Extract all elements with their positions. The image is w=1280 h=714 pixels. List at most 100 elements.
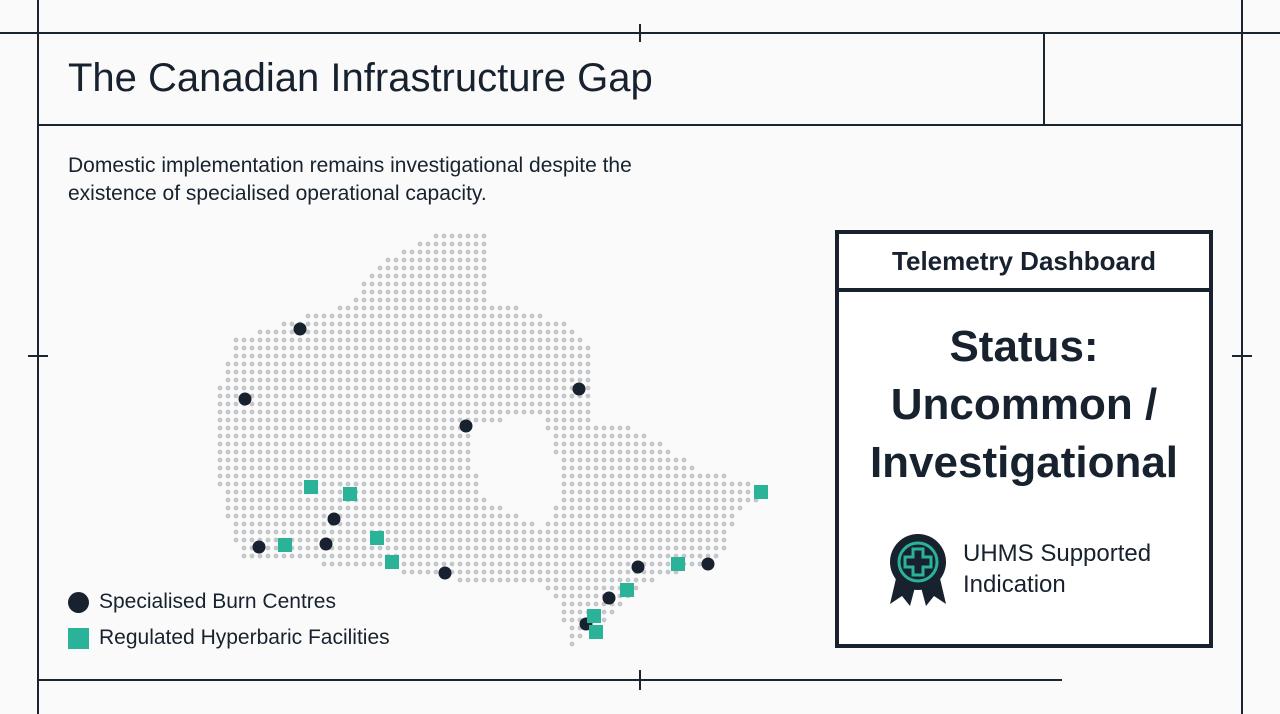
map-dot (593, 473, 599, 479)
map-dot (377, 393, 383, 399)
map-dot (257, 393, 263, 399)
map-dot (361, 489, 367, 495)
map-dot (369, 281, 375, 287)
map-dot (417, 241, 423, 247)
map-dot (513, 521, 519, 527)
map-dot (497, 569, 503, 575)
map-dot (585, 457, 591, 463)
map-dot (713, 529, 719, 535)
map-dot (377, 481, 383, 487)
map-dot (425, 281, 431, 287)
map-dot (713, 505, 719, 511)
map-dot (481, 401, 487, 407)
map-dot (617, 425, 623, 431)
map-dot (345, 329, 351, 335)
map-dot (521, 577, 527, 583)
map-dot (689, 537, 695, 543)
map-dot (601, 449, 607, 455)
map-dot (425, 449, 431, 455)
map-dot (225, 417, 231, 423)
map-dot (417, 385, 423, 391)
map-dot (473, 473, 479, 479)
map-dot (457, 441, 463, 447)
map-dot (385, 337, 391, 343)
map-dot (433, 529, 439, 535)
map-dot (561, 505, 567, 511)
map-dot (529, 345, 535, 351)
map-dot (233, 521, 239, 527)
map-dot (473, 273, 479, 279)
map-dot (713, 553, 719, 559)
map-dot (457, 313, 463, 319)
map-dot (697, 505, 703, 511)
map-dot (521, 521, 527, 527)
map-dot (409, 489, 415, 495)
map-dot (233, 449, 239, 455)
map-dot (617, 521, 623, 527)
map-dot (313, 417, 319, 423)
map-dot (257, 401, 263, 407)
map-dot (217, 481, 223, 487)
map-dot (385, 497, 391, 503)
map-dot (233, 537, 239, 543)
map-dot (649, 513, 655, 519)
map-dot (409, 297, 415, 303)
map-dot (377, 289, 383, 295)
map-dot (673, 537, 679, 543)
map-dot (313, 345, 319, 351)
map-dot (433, 233, 439, 239)
map-dot (257, 433, 263, 439)
map-dot (257, 505, 263, 511)
map-dot (649, 529, 655, 535)
map-dot (697, 481, 703, 487)
map-dot (449, 393, 455, 399)
map-dot (529, 329, 535, 335)
map-dot (393, 545, 399, 551)
map-dot (569, 377, 575, 383)
map-dot (313, 465, 319, 471)
map-dot (305, 377, 311, 383)
map-dot (481, 321, 487, 327)
map-dot (593, 497, 599, 503)
burn-centre (602, 591, 616, 605)
map-dot (521, 329, 527, 335)
map-dot (289, 441, 295, 447)
map-dot (449, 529, 455, 535)
map-dot (217, 433, 223, 439)
map-dot (241, 377, 247, 383)
map-dot (369, 425, 375, 431)
map-dot (257, 425, 263, 431)
map-dot (449, 497, 455, 503)
map-dot (329, 457, 335, 463)
map-dot (369, 401, 375, 407)
map-dot (705, 505, 711, 511)
map-dot (361, 473, 367, 479)
map-dot (457, 569, 463, 575)
map-dot (593, 449, 599, 455)
map-dot (649, 569, 655, 575)
map-dot (377, 433, 383, 439)
map-dot (665, 521, 671, 527)
map-dot (681, 465, 687, 471)
map-dot (729, 497, 735, 503)
map-dot (417, 321, 423, 327)
map-dot (281, 369, 287, 375)
map-dot (577, 473, 583, 479)
map-dot (417, 289, 423, 295)
map-dot (321, 513, 327, 519)
map-dot (345, 561, 351, 567)
map-dot (249, 481, 255, 487)
map-dot (513, 313, 519, 319)
map-dot (513, 569, 519, 575)
map-dot (553, 585, 559, 591)
map-dot (585, 553, 591, 559)
map-dot (377, 297, 383, 303)
map-dot (737, 481, 743, 487)
map-dot (329, 497, 335, 503)
map-dot (625, 577, 631, 583)
map-dot (329, 417, 335, 423)
map-dot (337, 409, 343, 415)
map-dot (569, 481, 575, 487)
map-dot (361, 393, 367, 399)
map-dot (401, 353, 407, 359)
